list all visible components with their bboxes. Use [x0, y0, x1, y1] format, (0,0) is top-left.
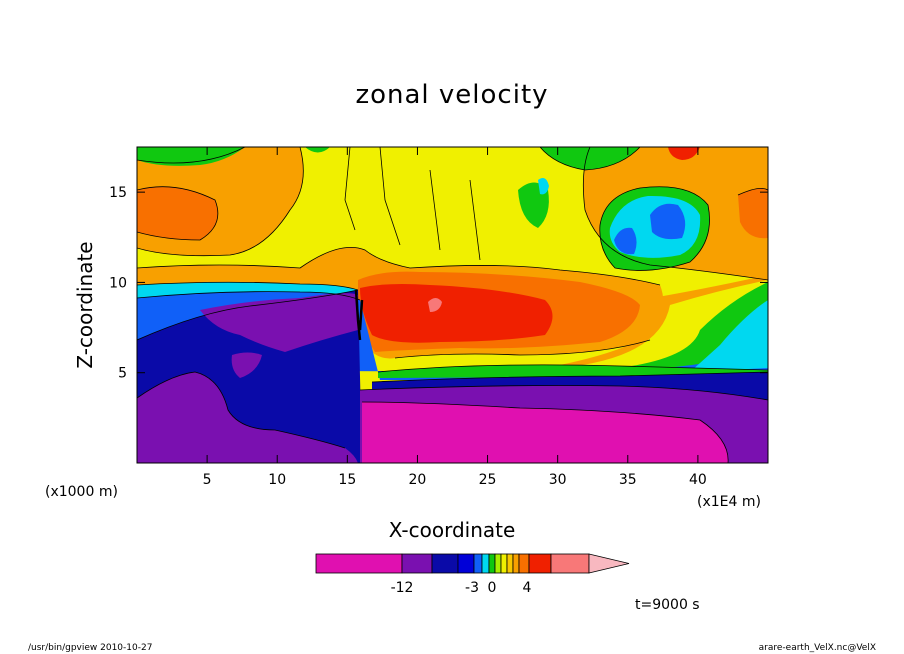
- x-axis-ticks: 5 10 15 20 25 30 35 40: [203, 147, 707, 488]
- plot-frame: [136, 146, 769, 464]
- front-black-contours: [354, 289, 364, 341]
- x-tick-label: 25: [479, 472, 497, 488]
- x-tick-label: 35: [619, 472, 637, 488]
- contour-field: [137, 147, 768, 463]
- top-green-region-mid: [305, 147, 330, 153]
- jet-pink-spot: [428, 298, 442, 312]
- x-tick-label: 5: [203, 472, 212, 488]
- colorbar: [315, 553, 630, 574]
- colorbar-bin: [494, 553, 502, 574]
- x-tick-label: 15: [338, 472, 356, 488]
- colorbar-tick-label: 0: [488, 580, 497, 596]
- colorbar-bin: [481, 553, 490, 574]
- footer-right-text: arare-earth_VelX.nc@VelX: [759, 643, 876, 653]
- magenta-bottom-core: [362, 402, 729, 463]
- mid-cyan-spot: [538, 178, 549, 195]
- y-tick-label: 15: [109, 185, 127, 201]
- colorbar-bin: [315, 553, 403, 574]
- x-axis-title: X-coordinate: [389, 518, 516, 542]
- eddy-blue-core-2: [650, 203, 686, 240]
- colorbar-bin: [488, 553, 496, 574]
- colorbar-bin: [518, 553, 530, 574]
- x-tick-label: 10: [268, 472, 286, 488]
- colorbar-bin: [457, 553, 475, 574]
- colorbar-tick-label: 4: [523, 580, 532, 596]
- chart-title: zonal velocity: [355, 80, 548, 110]
- jet-red-core: [360, 284, 553, 343]
- y-axis-title: Z-coordinate: [73, 241, 97, 368]
- x-tick-label: 20: [409, 472, 427, 488]
- footer-left-text: /usr/bin/gpview 2010-10-27: [28, 643, 152, 653]
- x-tick-label: 40: [689, 472, 707, 488]
- x-unit-label: (x1000 m): [45, 484, 118, 500]
- colorbar-bin: [500, 553, 508, 574]
- colorbar-bin: [528, 553, 552, 574]
- right-dark-orange-region: [738, 188, 768, 239]
- colorbar-bin: [473, 553, 483, 574]
- purple-left-small-blob: [231, 352, 262, 378]
- x-tick-label: 30: [549, 472, 567, 488]
- colorbar-bin: [431, 553, 459, 574]
- eddy-blue-core-1: [614, 227, 637, 255]
- colorbar-bin: [506, 553, 514, 574]
- time-label: t=9000 s: [635, 597, 700, 613]
- colorbar-tick-label: -12: [391, 580, 414, 596]
- contour-lines: [137, 147, 768, 463]
- y-tick-label: 10: [109, 275, 127, 291]
- colorbar-bin: [401, 553, 433, 574]
- x-scale-label: (x1E4 m): [697, 494, 761, 510]
- y-tick-label: 5: [118, 366, 127, 382]
- colorbar-extend-arrow: [588, 553, 630, 574]
- purple-bottom-left: [137, 372, 358, 463]
- colorbar-tick-labels: -12 -3 0 4: [391, 580, 532, 596]
- colorbar-bin: [512, 553, 520, 574]
- right-cyan-lower: [690, 300, 768, 372]
- y-axis-ticks: 5 10 15: [109, 185, 768, 382]
- colorbar-bin: [550, 553, 590, 574]
- colorbar-tick-label: -3: [465, 580, 479, 596]
- left-dark-orange-region: [137, 186, 218, 240]
- top-red-spot: [668, 147, 700, 160]
- top-green-region-left: [137, 147, 245, 166]
